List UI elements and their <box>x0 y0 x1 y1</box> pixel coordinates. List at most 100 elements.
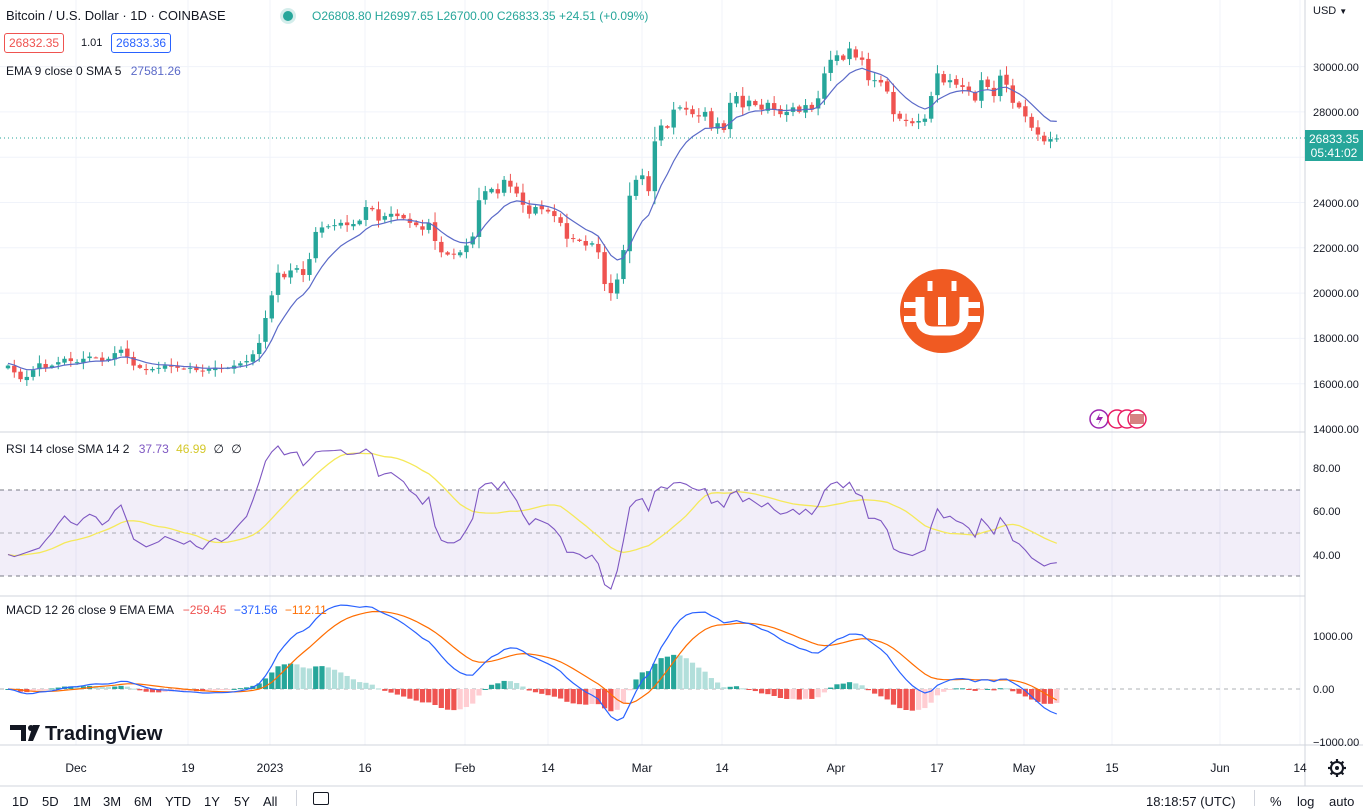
chevron-down-icon: ▼ <box>1339 7 1348 16</box>
range-6m[interactable]: 6M <box>134 794 153 809</box>
macd-axis[interactable]: 1000.00 0.00 −1000.00 <box>1313 631 1359 749</box>
candle-body <box>169 365 174 367</box>
log-toggle[interactable]: log <box>1297 794 1315 809</box>
macd-histogram-bar <box>777 689 784 698</box>
candle-body <box>891 91 896 115</box>
range-5y[interactable]: 5Y <box>234 794 250 809</box>
time-tick-label: 19 <box>181 761 195 775</box>
macd-histogram-bar <box>765 689 771 695</box>
macd-legend[interactable]: MACD 12 26 close 9 EMA EMA −259.45 −371.… <box>6 603 327 617</box>
candle-body <box>87 356 92 359</box>
macd-histogram-bar <box>118 685 124 689</box>
candle-body <box>954 79 959 85</box>
macd-histogram-bar <box>30 689 36 692</box>
macd-histogram-bar <box>275 666 281 689</box>
calendar-range-icon[interactable] <box>313 792 329 805</box>
macd-histogram-bar <box>93 686 99 689</box>
ema-legend[interactable]: EMA 9 close 0 SMA 5 27581.26 <box>6 64 181 78</box>
rsi-legend-name: RSI 14 close SMA 14 2 <box>6 442 130 456</box>
range-1d[interactable]: 1D <box>12 794 29 809</box>
macd-histogram-bar <box>49 688 55 690</box>
candle-body <box>589 243 595 245</box>
time-axis[interactable]: Dec 19 2023 16 Feb 14 Mar 14 Apr 17 May 15 Jun 14 <box>65 761 1307 775</box>
candle-body <box>765 102 771 111</box>
macd-histogram-bar <box>602 689 608 709</box>
macd-histogram-bar <box>476 689 482 696</box>
clock-time[interactable]: 18:18:57 (UTC) <box>1146 794 1236 809</box>
candle-body <box>972 92 978 101</box>
macd-histogram-bar <box>80 686 86 689</box>
range-1y[interactable]: 1Y <box>204 794 220 809</box>
divider <box>296 790 297 806</box>
time-tick-label: 16 <box>358 761 372 775</box>
low-value: L26700.00 <box>436 9 494 23</box>
auto-toggle[interactable]: auto <box>1329 794 1355 809</box>
range-1m[interactable]: 1M <box>73 794 92 809</box>
macd-histogram-bar <box>174 689 181 692</box>
macd-histogram-bar <box>972 689 978 691</box>
candle-body <box>991 87 997 97</box>
macd-histogram-bar <box>551 689 557 697</box>
event-icons[interactable] <box>1089 409 1147 429</box>
macd-histogram-bar <box>539 689 545 694</box>
macd-histogram-bar <box>1054 689 1060 703</box>
ask-price-box[interactable]: 26833.36 <box>111 33 172 53</box>
percent-toggle[interactable]: % <box>1270 794 1282 809</box>
macd-histogram-bar <box>790 689 796 699</box>
macd-histogram-bar <box>928 689 934 703</box>
range-5d[interactable]: 5D <box>42 794 59 809</box>
range-3m[interactable]: 3M <box>103 794 122 809</box>
candle-body <box>175 365 180 368</box>
candle-body <box>916 120 921 123</box>
range-all[interactable]: All <box>263 794 278 809</box>
macd-tick-label: −1000.00 <box>1313 737 1359 749</box>
candle-body <box>828 59 833 73</box>
macd-tick-label: 1000.00 <box>1313 631 1353 643</box>
currency-selector[interactable]: USD ▼ <box>1313 5 1347 17</box>
macd-histogram-bar <box>488 684 495 689</box>
candle-body <box>646 176 651 192</box>
candle-body <box>815 98 821 109</box>
macd-histogram-bar <box>872 689 878 694</box>
macd-histogram-bar <box>1010 689 1016 692</box>
time-tick-label: May <box>1013 761 1036 775</box>
candle-body <box>24 376 30 381</box>
tradingview-logo[interactable]: TradingView <box>10 723 163 745</box>
candle-body <box>382 216 387 220</box>
rsi-sma-line <box>7 452 1058 557</box>
macd-histogram-bar <box>658 658 664 689</box>
macd-histogram-bar <box>501 680 507 689</box>
macd-histogram-bar <box>225 689 231 690</box>
candle-body <box>759 104 764 110</box>
candle-body <box>37 363 42 370</box>
candle-body <box>118 349 124 353</box>
candle-body <box>300 269 306 275</box>
market-status-dot[interactable] <box>283 11 293 21</box>
macd-histogram-bar <box>671 654 677 689</box>
ema-line <box>7 67 1057 371</box>
time-tick-label: Feb <box>455 761 476 775</box>
candle-body <box>696 115 701 117</box>
candle-body <box>960 85 965 87</box>
rsi-sma-legend-value: 46.99 <box>176 442 207 456</box>
macd-histogram-bar <box>564 689 570 702</box>
price-axis[interactable]: 30000.0028000.0026000.0024000.0022000.00… <box>1313 62 1359 436</box>
macd-histogram-bar <box>470 689 476 704</box>
range-ytd[interactable]: YTD <box>165 794 191 809</box>
macd-histogram-bar <box>978 689 984 690</box>
bid-price-box[interactable]: 26832.35 <box>4 33 65 53</box>
macd-histogram-bar <box>1029 689 1035 700</box>
rsi-axis[interactable]: 80.00 60.00 40.00 <box>1313 463 1341 562</box>
rsi-legend[interactable]: RSI 14 close SMA 14 2 37.73 46.99 ∅ ∅ <box>6 442 242 456</box>
candle-body <box>81 358 86 363</box>
macd-histogram-bar <box>445 689 451 710</box>
gear-icon[interactable] <box>1328 759 1346 777</box>
symbol-title[interactable]: Bitcoin / U.S. Dollar · 1D · COINBASE <box>6 8 226 23</box>
tradingview-wordmark: TradingView <box>45 723 163 745</box>
candle-body <box>30 370 36 377</box>
candle-body <box>100 357 105 362</box>
candle-body <box>332 225 337 227</box>
macd-histogram-bar <box>131 688 137 690</box>
macd-histogram-bar <box>922 689 928 709</box>
